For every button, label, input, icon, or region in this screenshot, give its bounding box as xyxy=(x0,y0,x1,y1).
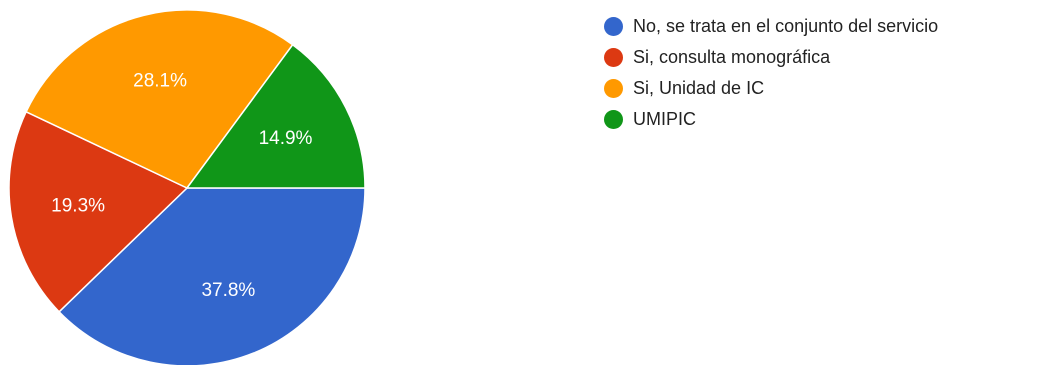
slice-value-label-0: 37.8% xyxy=(201,280,255,301)
pie-chart: 37.8% 19.3% 28.1% 14.9% xyxy=(8,9,366,365)
chart-legend: No, se trata en el conjunto del servicio… xyxy=(604,11,938,135)
legend-item-3: UMIPIC xyxy=(604,104,938,135)
legend-swatch-3 xyxy=(604,110,623,129)
pie-slice-3 xyxy=(185,43,366,189)
legend-swatch-1 xyxy=(604,48,623,67)
slice-value-label-2: 28.1% xyxy=(133,70,187,91)
legend-label-0: No, se trata en el conjunto del servicio xyxy=(633,16,939,36)
pie-slice-0 xyxy=(58,187,366,365)
slice-value-label-3: 14.9% xyxy=(259,128,313,149)
legend-item-2: Si, Unidad de IC xyxy=(604,73,938,104)
legend-item-1: Si, consulta monográfica xyxy=(604,42,938,73)
legend-swatch-2 xyxy=(604,79,623,98)
slice-value-label-1: 19.3% xyxy=(51,195,105,216)
legend-label-2: Si, Unidad de IC xyxy=(633,78,765,98)
legend-label-1: Si, consulta monográfica xyxy=(633,47,831,67)
legend-item-0: No, se trata en el conjunto del servicio xyxy=(604,11,938,42)
pie-slice-2 xyxy=(25,9,294,189)
legend-swatch-0 xyxy=(604,17,623,36)
legend-label-3: UMIPIC xyxy=(633,109,696,129)
pie-slice-1 xyxy=(8,110,189,313)
